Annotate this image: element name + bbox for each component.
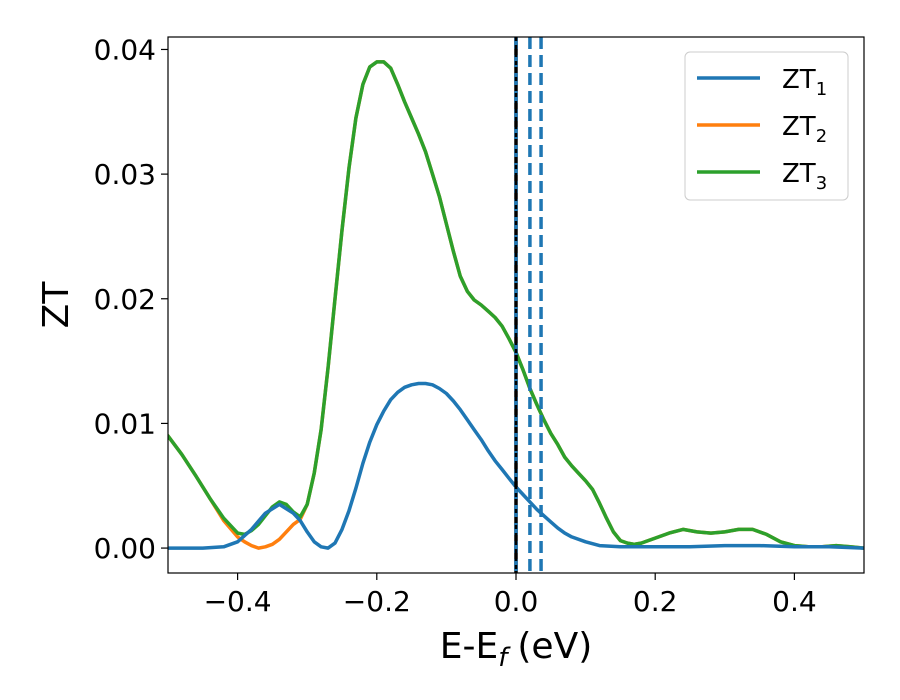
y-tick-label: 0.01 xyxy=(94,407,156,440)
y-tick-label: 0.04 xyxy=(94,33,156,66)
y-tick-label: 0.00 xyxy=(94,532,156,565)
x-tick-label: 0.2 xyxy=(633,585,678,618)
x-axis-label: E-Ef (eV) xyxy=(440,626,593,673)
y-axis-label: ZT xyxy=(36,281,77,329)
legend: ZT1 ZT2 ZT3 xyxy=(684,51,849,201)
x-tick-label: −0.2 xyxy=(343,585,411,618)
ticks-layer: −0.4 −0.2 0.0 0.2 0.4 0.00 0.01 0.02 0.03 0.04 xyxy=(94,33,817,618)
legend-label-2: ZT2 xyxy=(782,112,827,147)
x-axis-label-unit: (eV) xyxy=(517,626,592,667)
x-tick-label: 0.4 xyxy=(772,585,817,618)
y-tick-label: 0.02 xyxy=(94,283,156,316)
legend-label-3: ZT3 xyxy=(782,159,827,194)
series-line-zt1 xyxy=(168,381,864,550)
legend-box xyxy=(684,51,849,201)
legend-label-1: ZT1 xyxy=(782,65,827,100)
x-tick-label: −0.4 xyxy=(204,585,272,618)
x-tick-label: 0.0 xyxy=(494,585,539,618)
y-tick-label: 0.03 xyxy=(94,158,156,191)
lines-layer xyxy=(168,37,864,573)
